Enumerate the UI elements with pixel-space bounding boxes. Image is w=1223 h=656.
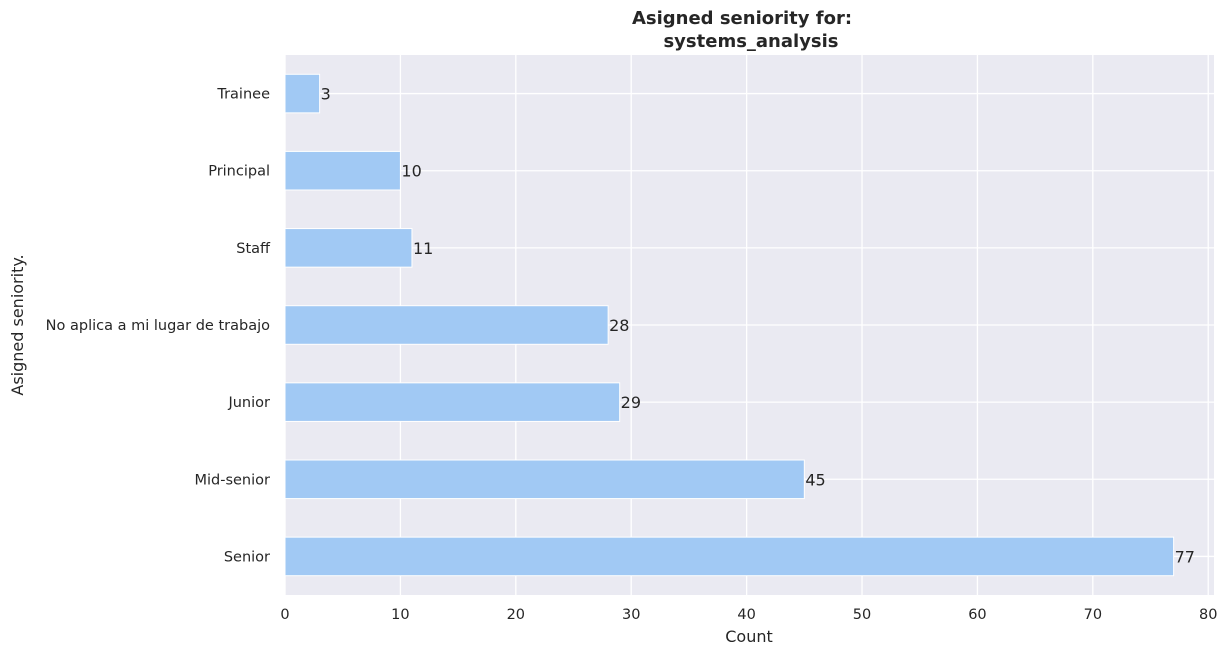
y-tick-label: Junior [227,395,270,411]
y-axis-label: Asigned seniority. [8,254,27,395]
bar [284,150,401,191]
x-tick-label: 30 [622,607,640,623]
y-tick-label: Mid-senior [194,472,270,488]
y-tick-labels: Trainee Principal Staff No aplica a mi luga… [46,87,271,566]
y-tick-label: Principal [208,164,270,180]
x-tick-label: 70 [1084,607,1102,623]
y-tick-label: Trainee [216,87,270,103]
bar-value-label: 11 [413,239,433,258]
bar-value-label: 45 [805,470,825,489]
y-tick-label: Staff [236,241,271,257]
data-labels: 3 10 11 28 29 45 77 [321,85,1195,567]
bar [284,459,805,500]
bar [284,73,321,114]
x-tick-label: 80 [1199,607,1217,623]
bars [284,73,1175,577]
x-tick-label: 40 [737,607,755,623]
bar [284,305,609,345]
bar [284,536,1175,577]
bar-value-label: 77 [1175,547,1195,566]
chart-title-line-1: Asigned seniority for: [632,8,852,29]
chart-title-line-2: systems_analysis [663,31,838,52]
x-tick-label: 50 [853,607,871,623]
x-tick-label: 0 [280,607,289,623]
x-tick-label: 10 [391,607,409,623]
y-tick-label: Senior [224,549,270,565]
x-tick-label: 20 [507,607,525,623]
bar-value-label: 28 [609,316,629,335]
bar-value-label: 29 [621,393,641,412]
y-tick-label: No aplica a mi lugar de trabajo [46,318,270,334]
bar-value-label: 3 [321,85,331,104]
bar [284,382,621,422]
x-tick-labels: 0 10 20 30 40 50 60 70 80 [280,607,1217,623]
bar-value-label: 10 [401,162,421,181]
x-tick-label: 60 [968,607,986,623]
bar [284,228,413,268]
x-axis-label: Count [725,627,773,646]
